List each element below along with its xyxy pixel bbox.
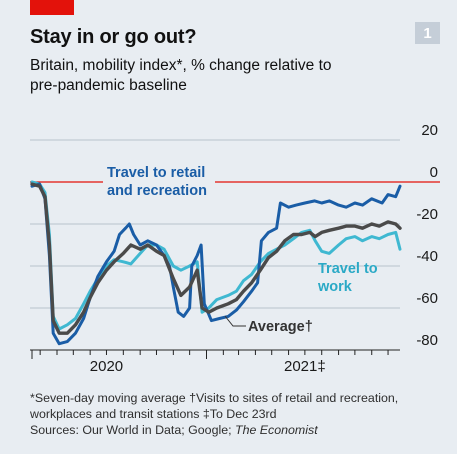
x-tick-label: 2021‡ — [284, 358, 326, 375]
series-label-average: Average† — [248, 319, 313, 335]
y-tick-label: -20 — [416, 206, 438, 223]
series-line-work — [30, 180, 402, 331]
y-tick-label: -40 — [416, 248, 438, 265]
footnotes: *Seven-day moving average †Visits to sit… — [30, 390, 450, 438]
x-tick-label: 2020 — [90, 358, 123, 375]
y-axis-tick-labels: 20 0 -20 -40 -60 -80 — [416, 122, 438, 349]
y-tick-label: -60 — [416, 290, 438, 307]
series-layer — [30, 180, 402, 346]
y-tick-label: 20 — [421, 122, 438, 139]
series-labels: Travel to retail and recreation Travel to w… — [103, 162, 378, 335]
y-tick-label: -80 — [416, 332, 438, 349]
series-label-retail: Travel to retail — [107, 165, 205, 181]
series-label-work: work — [317, 279, 353, 295]
series-line-average — [30, 182, 402, 335]
x-axis: 2020 2021‡ — [30, 349, 400, 375]
series-label-retail: and recreation — [107, 183, 207, 199]
y-tick-label: 0 — [430, 164, 438, 181]
sources-prefix: Sources: Our World in Data; Google; — [30, 423, 235, 437]
sources-line: Sources: Our World in Data; Google; The … — [30, 422, 450, 438]
sources-publisher: The Economist — [235, 423, 318, 437]
chart-number-badge: 1 — [415, 22, 440, 44]
average-leader-line — [224, 315, 246, 327]
footnote-text: *Seven-day moving average †Visits to sit… — [30, 391, 399, 421]
retail-label-bg — [103, 162, 215, 200]
series-label-work: Travel to — [318, 261, 378, 277]
chart-title: Stay in or go out? — [30, 26, 197, 48]
mobility-line-chart: 20 0 -20 -40 -60 -80 2020 2021‡ Travel to reta… — [30, 122, 440, 375]
brand-red-tag — [30, 0, 74, 15]
chart-subtitle: Britain, mobility index*, % change relat… — [30, 57, 332, 94]
